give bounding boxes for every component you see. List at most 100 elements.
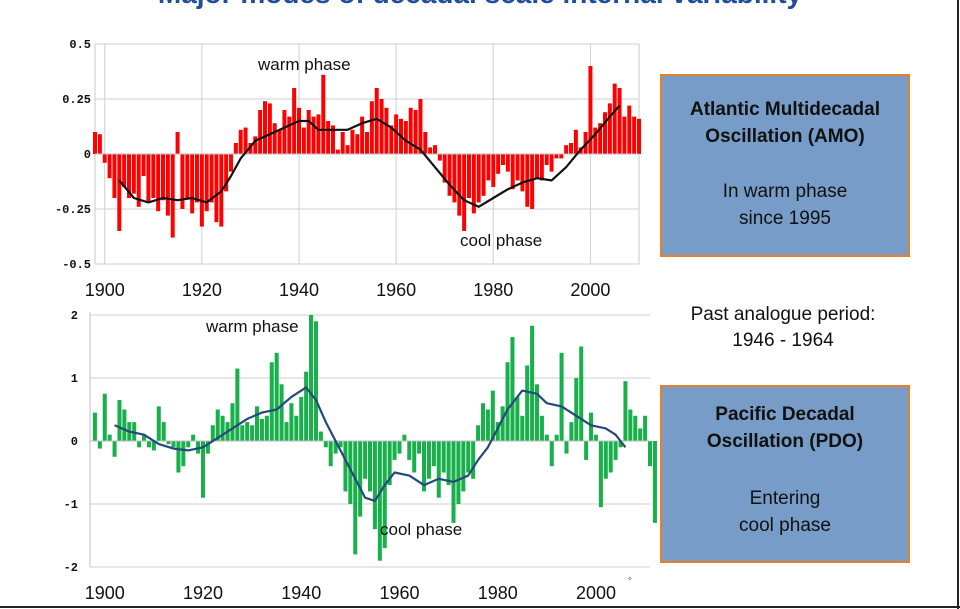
pdo-bar [279,384,284,441]
pdo-bar [422,441,427,492]
pdo-bar [598,441,603,508]
amo-bar [165,154,170,216]
pdo-bar [613,441,618,460]
pdo-bar [480,403,485,441]
pdo-bar [338,441,343,448]
pdo-bar [510,337,515,441]
pdo-bar [259,418,264,441]
pdo-bar [535,384,540,441]
amo-bar [564,145,569,154]
amo-bar [306,110,311,154]
pdo-bar [554,434,559,441]
pdo-bar [515,396,520,441]
amo-bar [442,154,447,183]
amo-bar [287,116,292,154]
amo-bar [413,110,418,154]
amo-bar [350,129,355,154]
amo-bar [102,154,107,163]
amo-bar [136,154,141,207]
pdo-bar [505,362,510,441]
amo-bar [97,134,102,154]
pdo-bar [593,434,598,441]
pdo-bar [294,415,299,441]
slide-title: Major modes of decadal scale internal va… [0,0,960,10]
amo-bar [161,154,165,201]
amo-bar [384,107,389,154]
amo-chart: 0.5 0.25 0 -0.25 -0.5 1900 1920 1940 1960 1980 20… [55,38,641,300]
pdo-box-title-line1: Pacific Decadal [715,404,855,425]
amo-cool-phase-label: cool phase [460,231,542,250]
amo-bar [598,123,603,154]
amo-bar [190,154,195,214]
pdo-bar [549,441,554,467]
amo-bar [360,116,365,154]
amo-bar [248,143,253,154]
pdo-bar [333,441,338,454]
pdo-bar [220,415,225,441]
amo-smoothed-line [118,104,621,208]
pdo-bar [618,441,623,448]
amo-bar [462,154,467,231]
amo-box-note-line2: since 1995 [739,208,831,229]
amo-bar [233,143,238,154]
pdo-bar [318,431,323,441]
amo-bar [272,123,277,154]
amo-bar [632,116,637,154]
amo-bar [238,129,243,154]
pdo-bar [289,403,294,441]
amo-bar [496,154,501,174]
pdo-corner-mark: ◦ [628,573,632,585]
amo-bar [131,154,136,194]
pdo-bar [628,409,633,441]
amo-bar [467,154,471,198]
pdo-bar [377,441,382,561]
amo-bar [481,154,486,196]
amo-bar [593,127,598,154]
pdo-xtick-label: 2000 [576,583,616,603]
pdo-bar [525,365,530,441]
amo-bar [603,112,607,154]
amo-xtick-label: 1940 [279,280,319,300]
slide-border-bottom [0,606,960,608]
amo-bar [549,154,554,172]
amo-bar [175,132,180,154]
amo-bar [505,154,510,172]
amo-xtick-label: 1900 [85,280,125,300]
pdo-box-note: Entering cool phase [662,485,908,539]
pdo-warm-phase-label: warm phase [205,317,299,336]
pdo-bar [235,368,240,441]
pdo-bar [210,425,215,441]
pdo-xtick-label: 1960 [379,583,419,603]
amo-bar [510,154,515,190]
amo-bar [394,114,399,154]
pdo-bar [466,441,471,473]
analogue-period-text: Past analogue period: 1946 - 1964 [660,302,906,354]
pdo-bar [137,441,142,448]
amo-bar [185,154,190,198]
pdo-bar [539,415,544,441]
pdo-bar [313,321,318,441]
pdo-bar [343,441,348,492]
amo-bar [437,154,442,161]
amo-bar [229,154,233,172]
amo-bar [637,118,641,154]
amo-bar [258,110,263,154]
pdo-bar [500,406,505,441]
pdo-bar [181,441,186,467]
analogue-line2: 1946 - 1964 [732,330,834,351]
pdo-bar [579,346,584,441]
amo-bar [471,154,476,214]
pdo-bar [372,441,377,530]
amo-bar [530,154,535,209]
amo-bar [297,107,301,154]
amo-bar [573,129,578,154]
pdo-bar [264,415,269,441]
pdo-ytick-label: 0 [71,435,78,449]
pdo-bar [387,441,392,486]
pdo-bar [638,428,643,441]
pdo-bar [652,441,657,523]
amo-bar [107,154,112,179]
pdo-bar [250,425,255,441]
pdo-bar [471,441,476,479]
pdo-ytick-label: 2 [71,309,78,323]
